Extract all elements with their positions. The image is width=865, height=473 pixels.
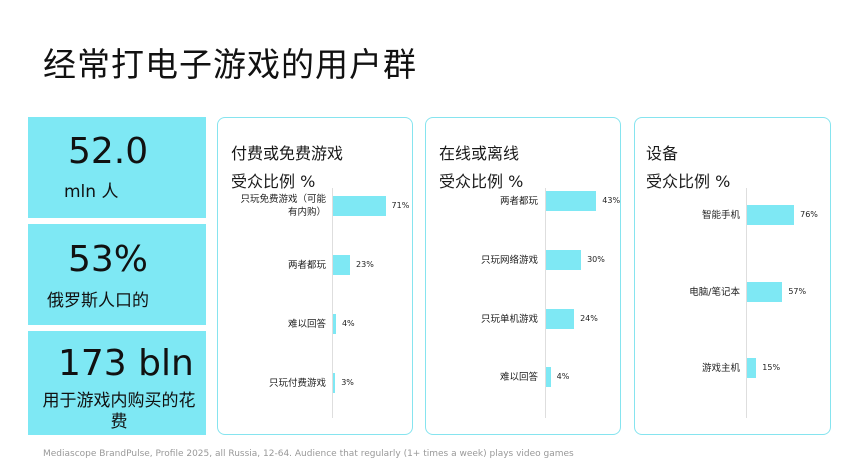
chart-title-line: 在线或离线 <box>439 144 520 163</box>
bar <box>747 205 795 225</box>
data-label: 30% <box>587 255 605 264</box>
data-label: 43% <box>602 196 621 205</box>
stat-label: 用于游戏内购买的花费 <box>42 391 196 432</box>
data-label: 4% <box>341 319 355 328</box>
chart-title: 在线或离线受众比例 % <box>439 140 523 196</box>
category-label: 只玩免费游戏（可能 有内购） <box>240 194 326 218</box>
stat-label: mln 人 <box>64 182 119 202</box>
bar <box>747 282 783 302</box>
data-label: 71% <box>391 201 410 210</box>
category-axis-line <box>332 188 333 418</box>
chart-subtitle-line: 受众比例 % <box>439 172 524 191</box>
data-label: 4% <box>556 372 570 381</box>
category-label: 难以回答 <box>499 372 538 383</box>
stat-card-spend: 173 bln 用于游戏内购买的花费 <box>28 331 206 435</box>
bar <box>546 250 582 270</box>
category-axis-line <box>545 188 546 418</box>
stat-card-share: 53% 俄罗斯人口的 <box>28 224 206 325</box>
data-label: 57% <box>788 287 807 296</box>
chart-subtitle-line: 受众比例 % <box>231 172 316 191</box>
category-axis-line <box>746 188 747 418</box>
stat-value: 52.0 <box>68 131 149 172</box>
data-label: 23% <box>356 260 374 269</box>
bar <box>333 373 336 393</box>
chart-title-line: 设备 <box>646 144 679 163</box>
category-label: 只玩单机游戏 <box>480 314 538 325</box>
category-label: 只玩付费游戏 <box>268 378 326 389</box>
chart-title: 设备受众比例 % <box>646 140 730 196</box>
bar <box>333 196 386 216</box>
chart-card-paid-free: 付费或免费游戏 受众比例 % 只玩免费游戏（可能 有内购） 71% 两者都玩 23% 难以回答… <box>217 117 413 435</box>
stat-label: 俄罗斯人口的 <box>47 291 149 311</box>
stat-value: 173 bln <box>58 343 194 384</box>
category-label: 难以回答 <box>287 319 326 330</box>
bar <box>546 309 575 329</box>
bar <box>333 314 336 334</box>
bar <box>546 191 597 211</box>
footnote: Mediascope BrandPulse, Profile 2025, all… <box>43 449 574 459</box>
data-label: 76% <box>800 210 818 219</box>
category-label: 智能手机 <box>701 210 740 221</box>
category-label: 两者都玩 <box>287 260 326 271</box>
bar <box>546 367 551 387</box>
chart-card-online-offline: 在线或离线 受众比例 % 两者都玩 43% 只玩网络游戏 30% 只玩单机游戏 24% 难以回答… <box>425 117 621 435</box>
category-label: 电脑/笔记本 <box>689 287 740 298</box>
bar <box>333 255 351 275</box>
stat-card-audience: 52.0 mln 人 <box>28 117 206 218</box>
category-label: 游戏主机 <box>701 363 740 374</box>
page-title: 经常打电子游戏的用户群 <box>43 45 417 84</box>
stat-value: 53% <box>68 239 149 280</box>
chart-card-devices: 设备受众比例 % 智能手机 76% 电脑/笔记本 57% 游戏主机 15% <box>634 117 831 435</box>
category-label: 两者都玩 <box>499 196 538 207</box>
category-label: 只玩网络游戏 <box>480 255 538 266</box>
data-label: 15% <box>762 363 781 372</box>
chart-title-line: 付费或免费游戏 <box>231 144 344 163</box>
bar <box>747 358 757 378</box>
data-label: 24% <box>580 314 598 323</box>
data-label: 3% <box>341 378 354 387</box>
chart-subtitle-line: 受众比例 % <box>646 172 731 191</box>
chart-title: 付费或免费游戏 受众比例 % <box>231 140 343 196</box>
